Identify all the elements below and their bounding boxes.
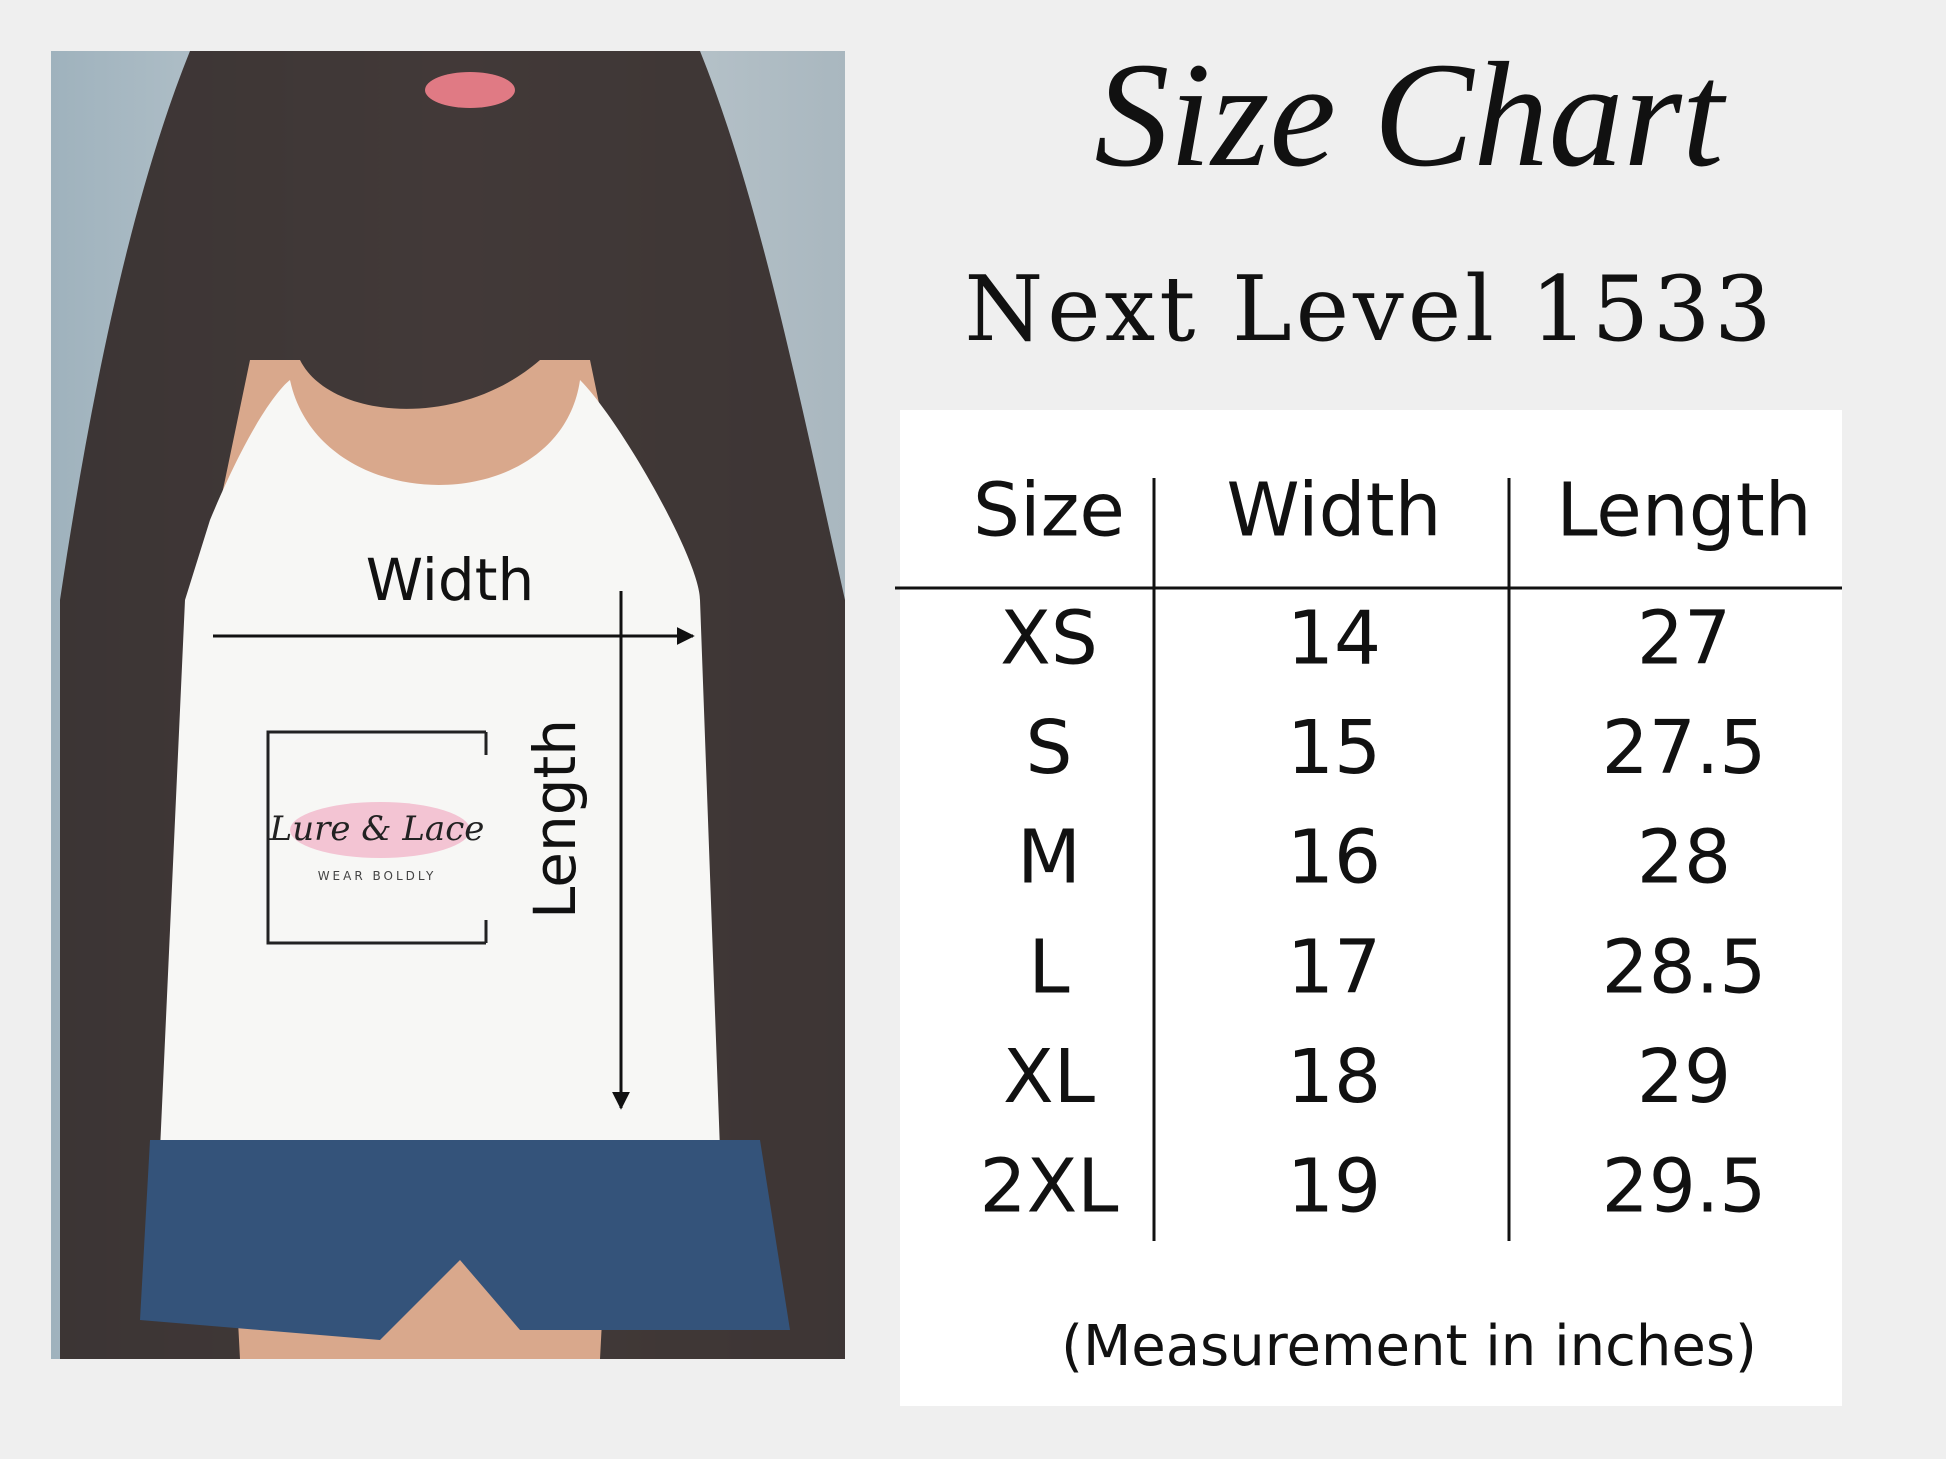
logo-splash <box>290 802 470 858</box>
table-cell: 14 <box>1287 596 1381 682</box>
note: (Measurement in inches) <box>1061 1314 1757 1379</box>
table-cell: XS <box>1000 596 1098 682</box>
table-cell: 27 <box>1637 596 1731 682</box>
table-cell: M <box>1017 815 1081 901</box>
width-label: Width <box>366 546 535 614</box>
length-label: Length <box>521 719 589 919</box>
logo-tagline: WEAR BOLDLY <box>318 869 437 883</box>
column-header: Length <box>1556 468 1811 554</box>
table-cell: 28.5 <box>1602 924 1767 1010</box>
column-header: Size <box>973 468 1125 554</box>
table-cell: 16 <box>1287 815 1381 901</box>
table-cell: 29 <box>1637 1034 1731 1120</box>
table-cell: L <box>1028 924 1069 1010</box>
table-cell: 27.5 <box>1602 705 1767 791</box>
column-header: Width <box>1227 468 1442 554</box>
table-panel <box>900 410 1842 1406</box>
table-cell: 19 <box>1287 1144 1381 1230</box>
table-cell: 18 <box>1287 1034 1381 1120</box>
table-cell: 2XL <box>979 1144 1118 1230</box>
print-area <box>266 730 488 945</box>
table-cell: 15 <box>1287 705 1381 791</box>
subtitle: Next Level 1533 <box>964 257 1775 362</box>
size-table: Size Width Length XS 14 27 S 15 27.5 M 16 28 L 17 28.5… <box>973 468 1812 1230</box>
logo-name: Lure & Lace <box>269 809 485 849</box>
table-cell: 29.5 <box>1602 1144 1767 1230</box>
title: Size Chart <box>1094 32 1727 198</box>
table-cell: 17 <box>1287 924 1381 1010</box>
table-cell: 28 <box>1637 815 1731 901</box>
table-cell: XL <box>1003 1034 1095 1120</box>
table-cell: S <box>1026 705 1073 791</box>
model-photo <box>51 51 845 1359</box>
